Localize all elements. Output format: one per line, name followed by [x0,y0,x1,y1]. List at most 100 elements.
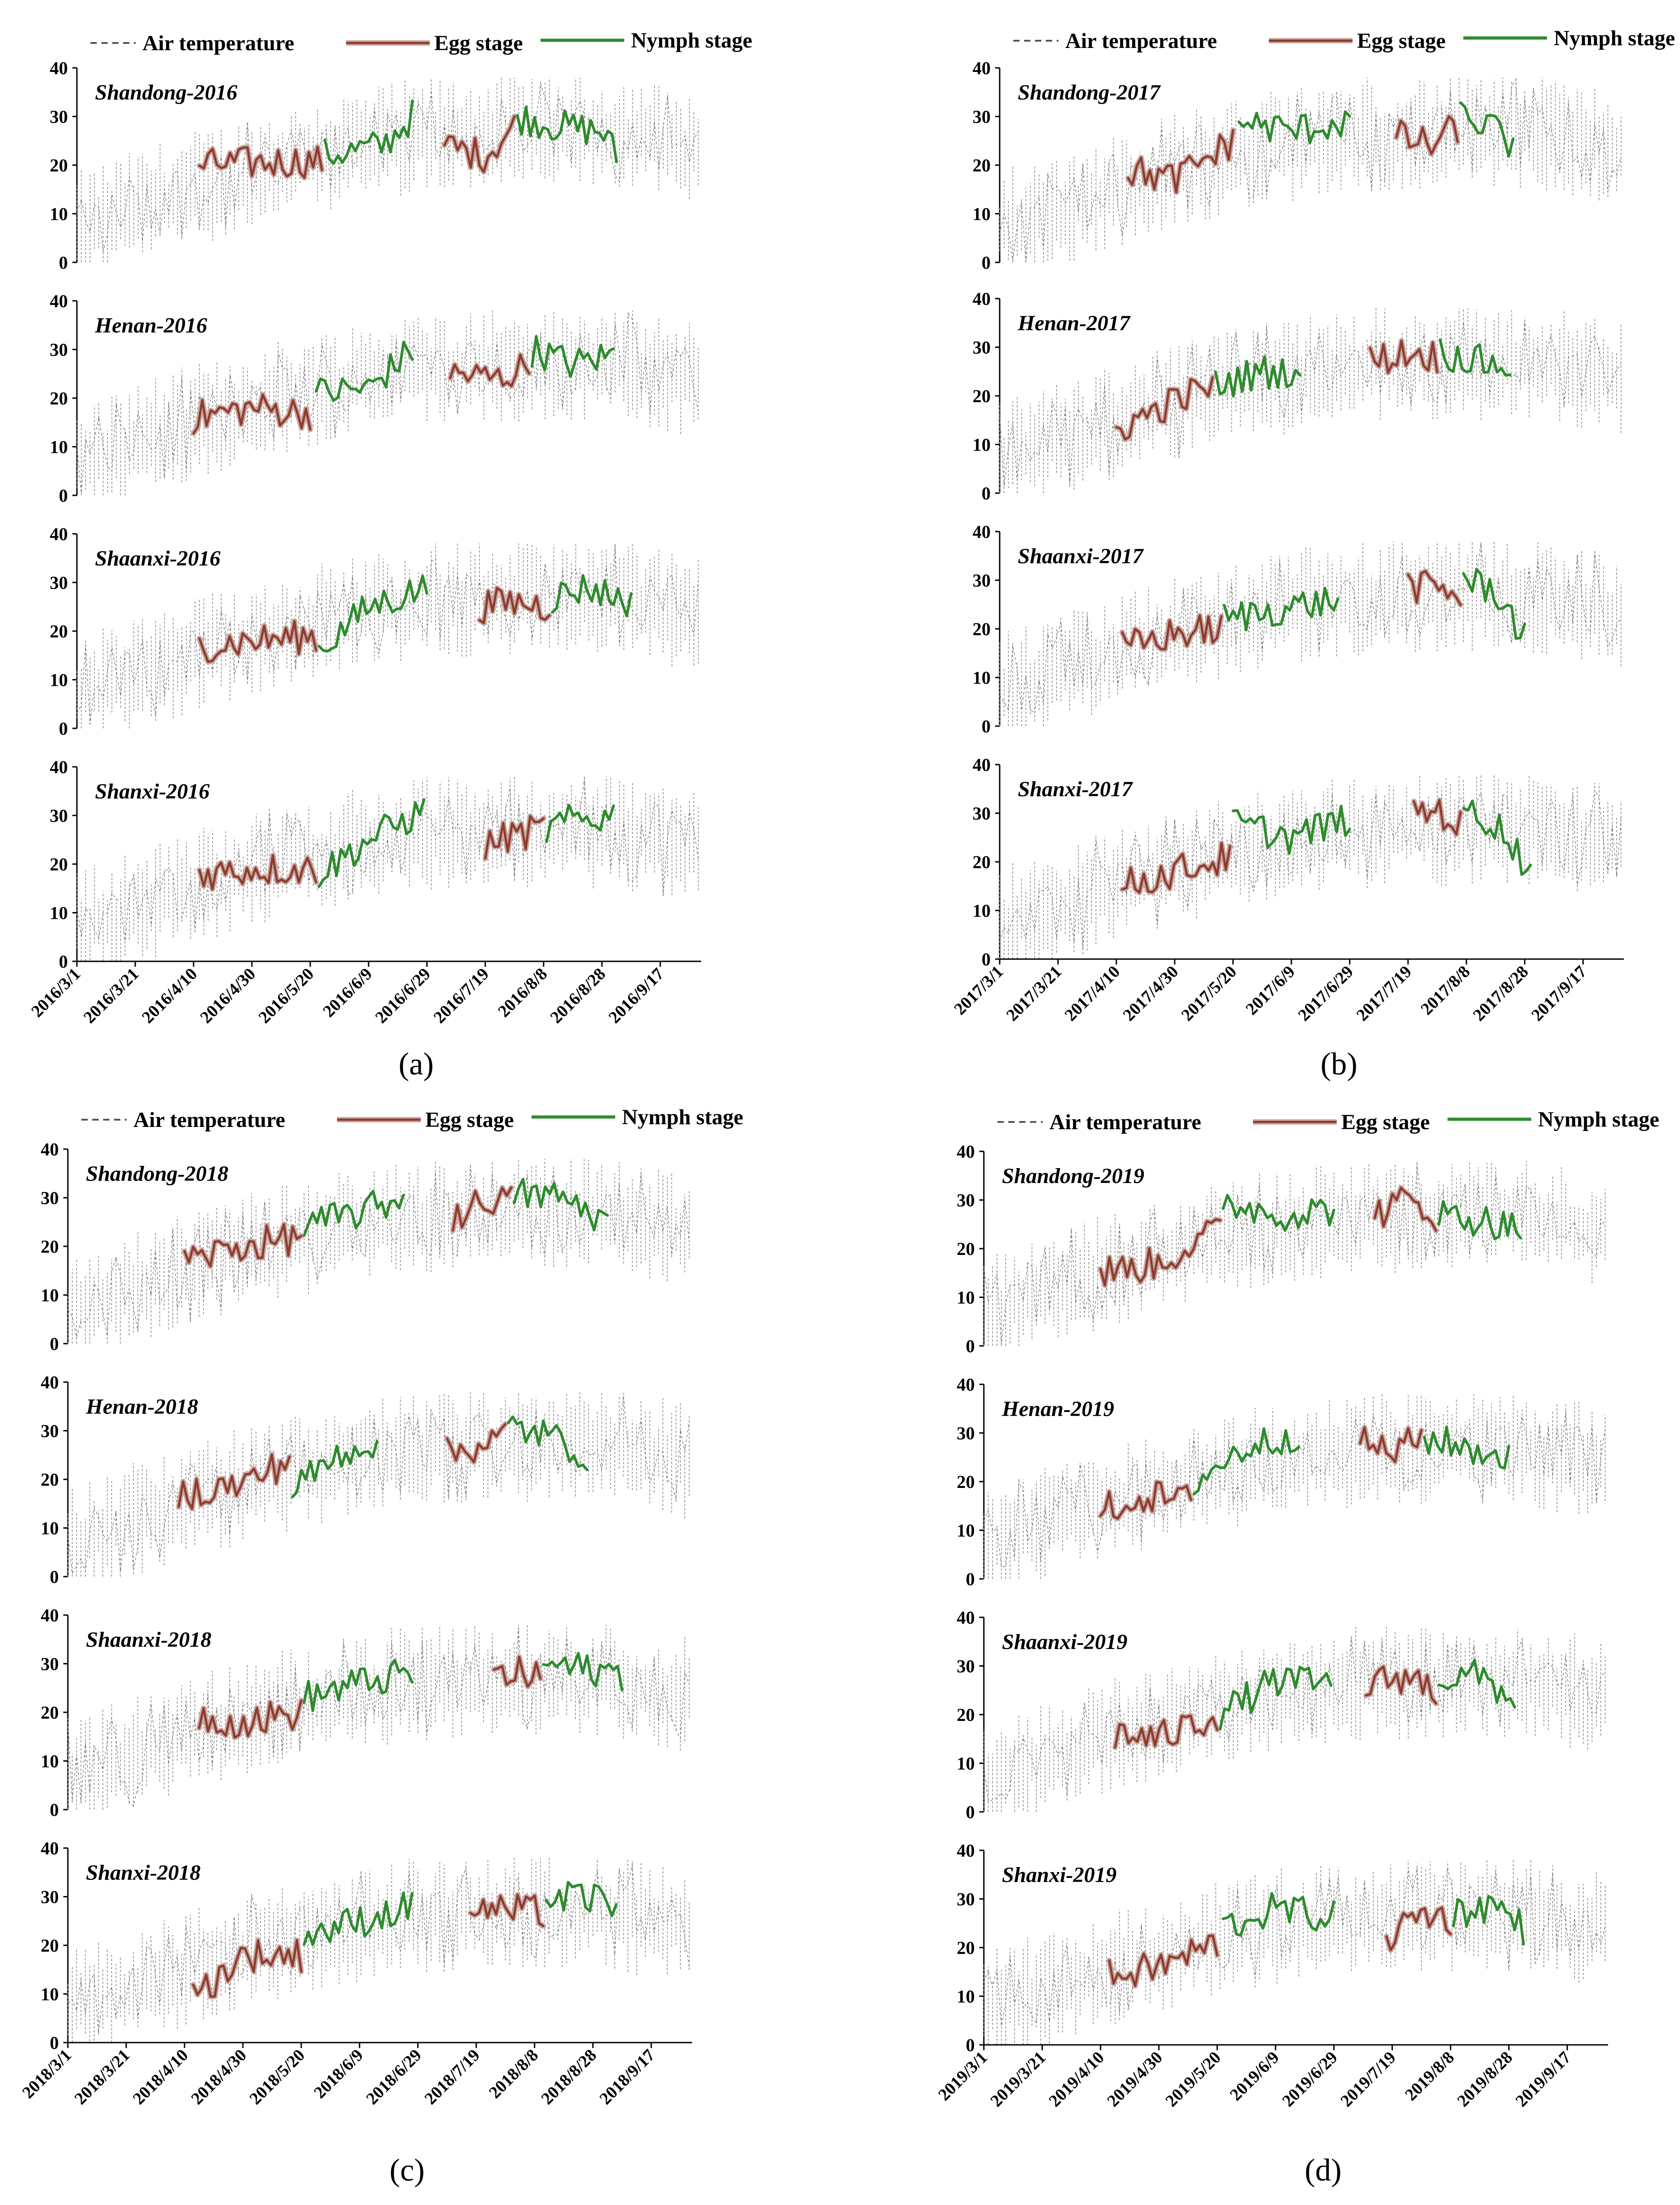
y-tick-label: 20 [41,1935,59,1956]
y-tick-label: 30 [973,803,991,824]
y-tick-label: 20 [41,1702,59,1723]
legend-label-air: Air temperature [1065,29,1217,53]
y-tick-label: 40 [973,522,991,542]
nymph-stage-line [318,798,426,888]
subplot-title: Henan-2019 [1001,1397,1114,1421]
y-tick-label: 0 [966,1569,975,1589]
y-tick-label: 30 [957,1656,975,1677]
y-tick-label: 0 [59,718,68,739]
y-tick-label: 0 [966,1336,975,1356]
chart-panel-2016: 0 10 20 30 40 Shandong-2016 0 10 20 30 40 Henan-201… [28,58,701,1082]
y-tick-label: 0 [982,483,991,504]
y-tick-label: 0 [59,485,68,506]
air-temperature-line [76,778,699,944]
y-tick-label: 30 [973,107,991,127]
panel-label: (d) [1305,2153,1342,2188]
legend-item-air-temperature: Air temperature [997,1110,1201,1134]
legend-item-air-temperature: Air temperature [1013,29,1217,53]
y-tick-label: 30 [973,337,991,358]
legend-item-air-temperature: Air temperature [90,31,294,55]
subplot-title: Shaanxi-2017 [1018,544,1144,568]
x-tick-label: 2019/6/29 [1279,2048,1342,2111]
nymph-stage-line [1221,1892,1335,1937]
y-tick-label: 40 [957,1141,975,1162]
legend-label-air: Air temperature [133,1108,285,1132]
egg-stage-line [183,1223,303,1268]
y-tick-label: 40 [957,1374,975,1395]
legend: Air temperature Egg stage Nymph stage [81,1105,743,1132]
chart-panel-2018: 0 10 20 30 40 Shandong-2018 0 10 20 30 40 Henan-201… [19,1139,692,2188]
y-tick-label: 40 [41,1605,59,1625]
air-temperature-line [76,544,699,725]
y-tick-label: 10 [41,1518,59,1539]
subplot-shaanxi-2019: 0 10 20 30 40 Shaanxi-2019 [957,1607,1606,1822]
x-tick-label: 2016/3/21 [80,965,143,1027]
nymph-stage-line [318,575,428,653]
subplot-shanxi-2016: 0 10 20 30 40 Shanxi-2016 [50,757,699,972]
subplot-henan-2017: 0 10 20 30 40 Henan-2017 [973,289,1622,504]
air-temperature-line [76,313,699,494]
nymph-stage-line [314,341,414,402]
legend-label-nymph: Nymph stage [1554,26,1675,50]
egg-stage-line [1121,842,1231,894]
y-tick-label: 0 [50,1567,59,1587]
series-air-temperature [76,310,699,495]
y-tick-label: 10 [973,435,991,455]
x-tick-label: 2017/3/1 [950,962,1007,1019]
subplot-title: Henan-2016 [95,314,207,337]
y-tick-label: 10 [50,670,68,690]
y-tick-label: 40 [41,1139,59,1160]
y-tick-label: 20 [957,1705,975,1725]
subplot-shaanxi-2018: 0 10 20 30 40 Shaanxi-2018 [41,1605,690,1820]
egg-stage-line [1114,1714,1219,1749]
egg-stage-line [469,1893,545,1927]
subplot-shaanxi-2017: 0 10 20 30 40 Shaanxi-2017 [973,522,1622,737]
egg-stage-line [192,1939,303,1998]
egg-stage-line [1407,570,1462,606]
y-tick-label: 40 [957,1840,975,1861]
subplot-title: Shandong-2017 [1018,81,1161,105]
series-air-temperature [76,543,699,728]
x-tick-label: 2019/8/8 [1401,2048,1458,2105]
x-tick-label: 2016/6/29 [372,965,435,1027]
x-tick-label: 2016/6/9 [319,965,376,1021]
y-tick-label: 20 [973,386,991,406]
air-temperature-line [999,543,1622,714]
egg-stage-line [1099,1218,1221,1287]
panel-label: (a) [399,1047,434,1082]
series-air-temperature [67,1159,690,1344]
egg-stage-line [1373,1186,1437,1232]
nymph-stage-line [303,1189,405,1237]
x-tick-label: 2016/4/10 [138,965,201,1027]
subplot-shandong-2016: 0 10 20 30 40 Shandong-2016 [50,58,699,273]
x-tick-label: 2017/6/9 [1242,962,1299,1019]
legend-label-air: Air temperature [142,31,294,55]
nymph-stage-line [1237,110,1351,144]
subplot-shandong-2017: 0 10 20 30 40 Shandong-2017 [973,58,1622,273]
nymph-stage-line [1462,568,1526,640]
x-tick-label: 2017/8/8 [1417,962,1474,1019]
chart-panel-2017: 0 10 20 30 40 Shandong-2017 0 10 20 30 40 Henan-201… [950,58,1624,1082]
y-tick-label: 40 [973,58,991,78]
x-tick-label: 2019/4/10 [1045,2048,1108,2111]
legend-item-nymph-stage: Nymph stage [1447,1107,1659,1131]
y-tick-label: 10 [973,901,991,921]
nymph-stage-line [516,105,618,163]
subplot-title: Shandong-2019 [1002,1164,1144,1188]
subplot-henan-2018: 0 10 20 30 40 Henan-2018 [41,1372,690,1587]
legend-label-egg: Egg stage [425,1108,514,1132]
y-tick-label: 40 [50,291,68,311]
subplot-shanxi-2017: 0 10 20 30 40 Shanxi-2017 [973,755,1622,969]
y-tick-label: 20 [41,1469,59,1490]
y-tick-label: 0 [50,1800,59,1820]
x-tick-label: 2017/8/28 [1469,962,1532,1025]
y-tick-label: 30 [50,573,68,593]
subplot-title: Shandong-2016 [95,81,237,105]
air-temperature-line [999,78,1622,263]
air-temperature-line [67,1396,690,1575]
x-tick-label: 2018/4/30 [188,2046,251,2109]
nymph-stage-line [1223,587,1339,632]
subplot-title: Shanxi-2019 [1002,1863,1116,1887]
y-tick-label: 0 [966,2035,975,2055]
